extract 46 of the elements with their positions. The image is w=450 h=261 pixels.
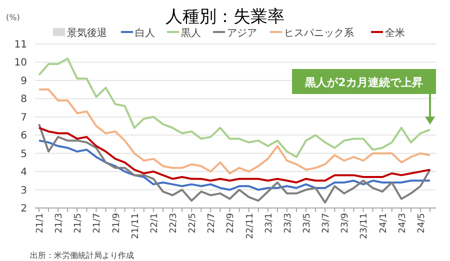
line-series <box>38 140 431 191</box>
x-tick-label: 23/7 <box>322 213 332 234</box>
y-tick-label: 9 <box>20 76 27 87</box>
x-tick-label: 24/5 <box>416 213 427 234</box>
x-tick-label: 21/5 <box>74 213 84 234</box>
x-tick-label: 23/1 <box>264 213 274 234</box>
legend-label: 白人 <box>135 27 155 39</box>
y-tick-label: 5 <box>20 148 27 160</box>
y-axis-title: (%) <box>6 13 20 22</box>
x-tick-label: 21/11 <box>130 213 141 239</box>
x-tick-label: 22/1 <box>150 213 160 234</box>
legend-label: 景気後退 <box>67 27 107 39</box>
x-tick-label: 22/7 <box>207 213 218 234</box>
y-tick-label: 8 <box>20 94 27 106</box>
y-tick-label: 11 <box>14 40 27 50</box>
legend-label: ヒスパニック系 <box>284 27 354 39</box>
annotation: 黒人が2カ月連続で上昇 <box>304 76 423 89</box>
legend-label: 黒人 <box>181 28 201 39</box>
x-tick-label: 23/5 <box>302 213 313 234</box>
x-tick-label: 21/3 <box>54 213 65 234</box>
line-series <box>38 126 431 184</box>
x-tick-label: 24/3 <box>398 213 408 234</box>
legend-label: 全米 <box>385 27 405 39</box>
x-tick-label: 22/5 <box>188 213 198 234</box>
line-series <box>38 58 431 158</box>
x-tick-label: 23/11 <box>360 213 370 239</box>
line-series <box>38 123 431 204</box>
x-tick-label: 22/11 <box>245 213 256 239</box>
x-tick-label: 21/9 <box>112 212 122 234</box>
y-tick-label: 3 <box>20 185 27 196</box>
text: 出所：米労働統計局より作成 <box>30 251 134 260</box>
x-tick-label: 21/1 <box>36 213 46 234</box>
x-tick-label: 23/9 <box>340 212 351 234</box>
x-tick-label: 22/3 <box>169 213 180 234</box>
y-tick-label: 6 <box>20 130 27 142</box>
line-series <box>38 88 431 174</box>
y-tick-label: 7 <box>20 112 27 124</box>
y-tick-label: 4 <box>20 167 27 178</box>
chart-title: 人種別：失業率 <box>166 7 284 27</box>
x-tick-label: 22/9 <box>226 212 236 234</box>
x-tick-label: 23/3 <box>283 213 294 234</box>
y-tick-label: 2 <box>20 204 27 214</box>
y-tick-label: 10 <box>14 58 27 69</box>
x-tick-label: 21/7 <box>92 213 103 234</box>
x-tick-label: 24/1 <box>378 213 389 234</box>
legend-label: アジア <box>227 28 257 39</box>
